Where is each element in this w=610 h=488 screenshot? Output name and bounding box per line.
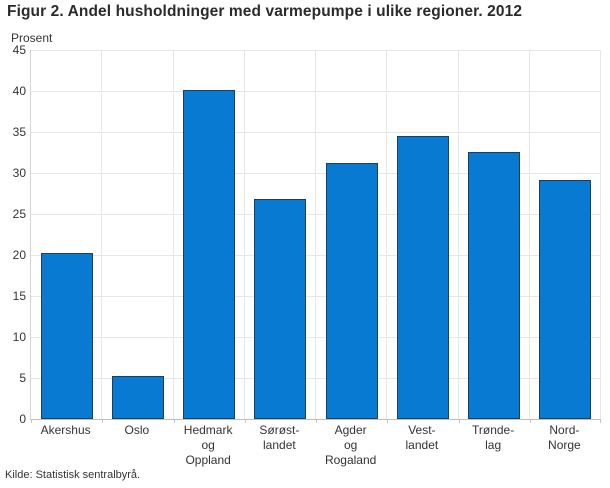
y-tick-label: 25	[12, 206, 26, 221]
bar-vest	[396, 136, 449, 419]
bar-sørøst	[254, 199, 307, 419]
y-tick-label: 20	[12, 247, 26, 262]
y-axis-title: Prosent	[11, 31, 53, 45]
x-category-label: Trønde- lag	[472, 423, 515, 452]
y-tick-label: 5	[19, 370, 26, 385]
x-category-label: Nord- Norge	[548, 423, 581, 452]
x-category-label: Agder og Rogaland	[324, 423, 377, 467]
x-category-label: Vest- landet	[405, 423, 439, 452]
y-gridline	[31, 214, 601, 215]
y-gridline	[31, 132, 601, 133]
x-category-label: Sørøst- landet	[259, 423, 300, 452]
x-category-label: Akershus	[40, 423, 91, 437]
y-gridline	[31, 296, 601, 297]
x-axis-tick	[174, 419, 175, 423]
y-axis-labels: 0 5 10 15 20 25 30 35 40 45	[0, 43, 26, 426]
bar-nord	[539, 180, 592, 419]
x-axis-tick	[459, 419, 460, 423]
bar-trønde	[468, 152, 521, 419]
y-tick-label: 35	[12, 124, 26, 139]
x-axis-tick	[530, 419, 531, 423]
bar-akershus	[40, 253, 93, 419]
bar-oslo	[111, 376, 164, 419]
x-axis-tick	[31, 419, 32, 423]
bar-agder	[325, 163, 378, 419]
y-gridline	[31, 378, 601, 379]
y-tick-label: 10	[12, 329, 26, 344]
x-gridline	[458, 50, 459, 419]
y-tick-label: 45	[12, 42, 26, 57]
source-note: Kilde: Statistisk sentralbyrå.	[5, 469, 141, 481]
y-tick-label: 30	[12, 165, 26, 180]
y-gridline	[31, 337, 601, 338]
y-tick-label: 0	[19, 411, 26, 426]
y-gridline	[31, 255, 601, 256]
x-gridline	[244, 50, 245, 419]
y-tick-label: 15	[12, 288, 26, 303]
x-gridline	[600, 50, 601, 419]
x-axis-tick	[245, 419, 246, 423]
x-axis-tick	[600, 419, 601, 423]
y-gridline	[31, 50, 601, 51]
x-category-label: Hedmark og Oppland	[183, 423, 233, 467]
x-category-label: Oslo	[124, 423, 150, 437]
x-axis-tick	[387, 419, 388, 423]
y-gridline	[31, 173, 601, 174]
x-gridline	[315, 50, 316, 419]
x-gridline	[386, 50, 387, 419]
x-axis-tick	[102, 419, 103, 423]
x-gridline	[529, 50, 530, 419]
plot-area	[30, 50, 601, 423]
y-gridline	[31, 91, 601, 92]
y-tick-label: 40	[12, 83, 26, 98]
chart-title: Figur 2. Andel husholdninger med varmepu…	[7, 3, 523, 20]
x-gridline	[173, 50, 174, 419]
x-gridline	[101, 50, 102, 419]
bar-hedmark	[183, 90, 236, 419]
x-axis-tick	[316, 419, 317, 423]
x-axis-labels: Akershus Oslo Hedmark og Oppland Sørøst- la…	[30, 423, 600, 468]
